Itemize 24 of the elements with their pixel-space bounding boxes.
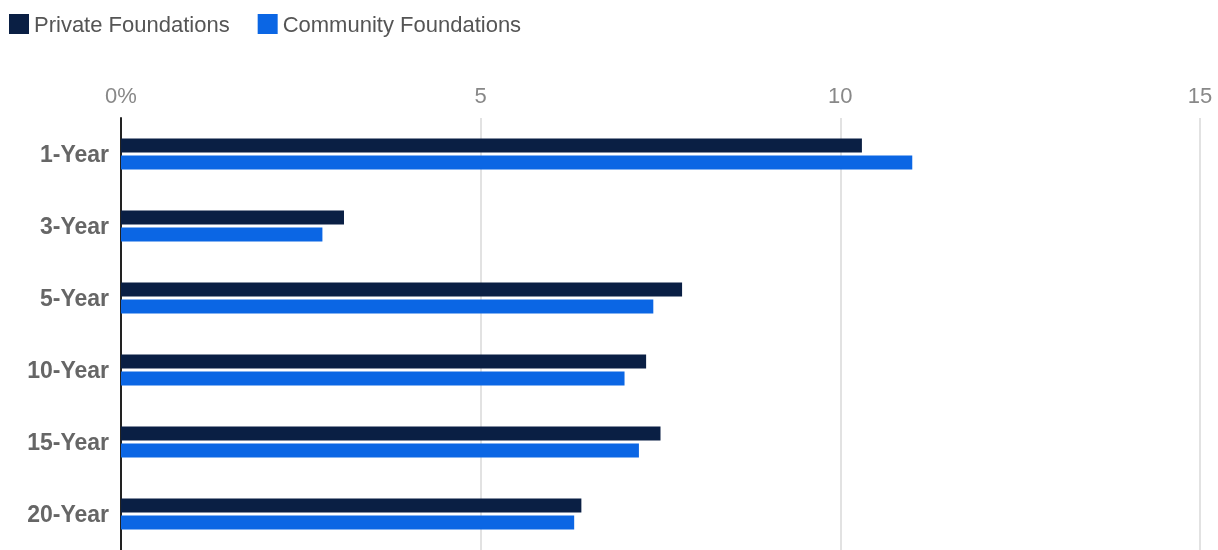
bar: [121, 443, 639, 458]
x-tick-label: 0%: [105, 82, 137, 108]
legend-label: Community Foundations: [282, 11, 522, 37]
x-tick-label: 5: [474, 82, 487, 108]
bar: [121, 426, 661, 441]
bar: [121, 138, 862, 153]
bar: [121, 227, 323, 242]
x-tick-label: 10: [828, 82, 853, 108]
y-tick-label: 15-Year: [27, 429, 110, 455]
y-tick-label: 5-Year: [39, 285, 110, 311]
x-tick-label: 15: [1187, 82, 1213, 108]
bar: [121, 354, 647, 369]
y-tick-label: 3-Year: [39, 213, 110, 239]
bar: [121, 210, 344, 225]
y-tick-label: 10-Year: [27, 357, 110, 383]
legend-label: Private Foundations: [34, 11, 230, 37]
bar: [121, 155, 913, 170]
bar: [121, 282, 683, 297]
y-tick-label: 20-Year: [27, 501, 110, 527]
y-tick-label: 1-Year: [39, 141, 110, 167]
bar: [121, 299, 654, 314]
bar: [121, 515, 575, 530]
bar: [121, 371, 625, 386]
bar: [121, 498, 582, 513]
